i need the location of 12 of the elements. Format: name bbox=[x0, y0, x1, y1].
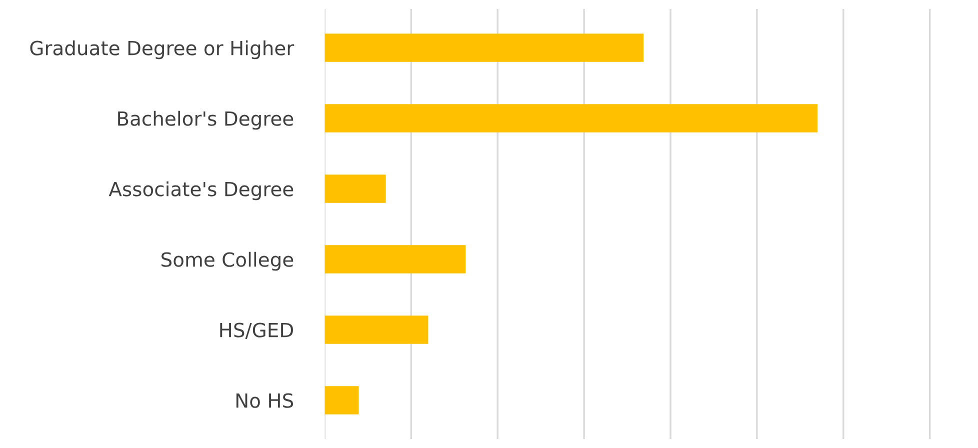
y-tick-label: Graduate Degree or Higher bbox=[30, 40, 294, 60]
bar bbox=[324, 104, 818, 132]
y-tick-label: Associate's Degree bbox=[108, 181, 294, 200]
bar bbox=[324, 316, 428, 344]
y-tick-label: HS/GED bbox=[220, 322, 293, 339]
bar bbox=[324, 245, 466, 274]
y-tick-label: Some College bbox=[162, 252, 294, 271]
y-tick-label: Bachelor's Degree bbox=[118, 110, 294, 130]
bar bbox=[324, 174, 386, 203]
bar bbox=[324, 386, 359, 414]
bar bbox=[324, 34, 644, 62]
y-tick-label: No HS bbox=[236, 393, 294, 408]
